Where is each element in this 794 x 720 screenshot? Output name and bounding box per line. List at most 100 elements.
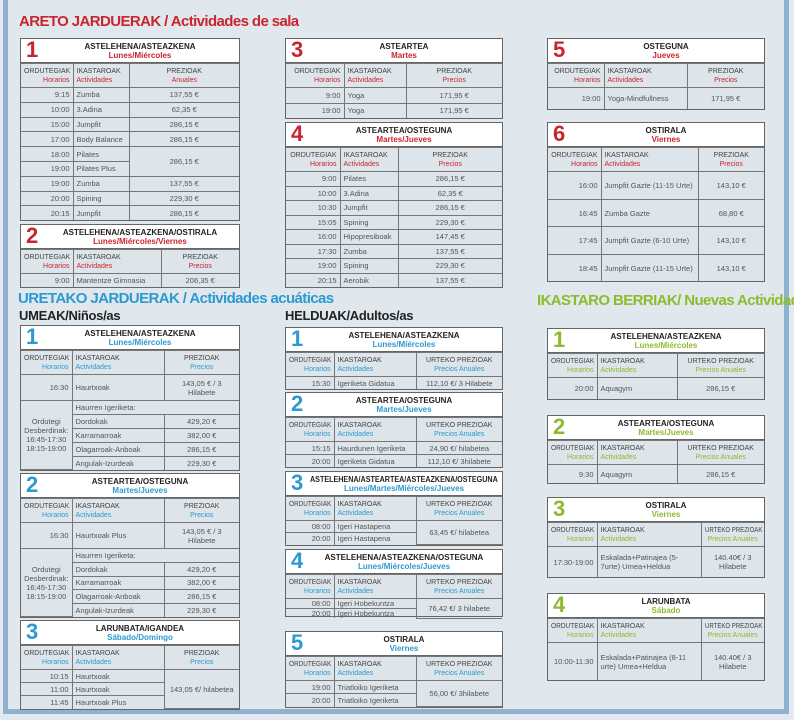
column-header: URTEKO PREZIOAK Precios Anuales xyxy=(676,440,764,465)
table-row: 20:00 Igeri Hastapena xyxy=(286,532,502,545)
column-header-es: Horarios xyxy=(567,536,594,543)
schedule-card-n4: 4 LARUNBATA Sábado ORDUTEGIAK Horarios IKAS… xyxy=(547,593,765,681)
header-row: ORDUTEGIAK Horarios IKASTAROAK Actividades U… xyxy=(286,574,502,599)
activity-cell: Hipopresiboak xyxy=(339,229,399,245)
column-header: ORDUTEGIAK Horarios xyxy=(286,574,335,599)
column-header-eu: PREZIOAK xyxy=(713,152,749,159)
activity-cell: Zumba xyxy=(339,243,399,260)
time-cell: 17:45 xyxy=(548,226,602,256)
activity-cell: Zumba xyxy=(72,175,130,192)
schedule-card-h4: 4 ASTELEHENA/ASTEAZKENA/OSTEGUNA Lunes/M… xyxy=(285,549,503,619)
table-row: 17:30-19:00 Eskalada+Patinajea (5-7urte) … xyxy=(548,546,764,577)
column-header-es: Actividades xyxy=(337,510,374,517)
header-row: ORDUTEGIAK Horarios IKASTAROAK Actividades U… xyxy=(548,618,764,643)
activity-cell: Yoga-Mindfullness xyxy=(603,87,688,109)
time-cell: 16:00 xyxy=(286,229,341,245)
column-header-es: Actividades xyxy=(337,366,374,373)
column-header-eu: URTEKO PREZIOAK xyxy=(687,358,754,365)
table-row: 20:00 Triatloiko Igeriketa xyxy=(286,693,502,707)
time-cell: 10:30 xyxy=(286,200,341,216)
column-header: PREZIOAK Anuales xyxy=(128,63,239,88)
column-header-eu: URTEKO PREZIOAK xyxy=(426,579,493,586)
card-header: 4 ASTELEHENA/ASTEAZKENA/OSTEGUNA Lunes/M… xyxy=(286,549,502,574)
activity-cell: Triatloiko Igeriketa xyxy=(333,693,416,707)
column-header: URTEKO PREZIOAK Precios Anuales xyxy=(415,496,502,521)
column-header-eu: IKASTAROAK xyxy=(337,661,382,668)
price-cell: 382,00 € xyxy=(163,575,239,591)
activity-cell: 3.Adina xyxy=(72,101,130,118)
day-basque: OSTIRALA xyxy=(645,501,687,510)
day-basque: ASTELEHENA/ASTEAZKENA xyxy=(84,42,196,51)
column-header: PREZIOAK Precios xyxy=(686,63,764,88)
table-row: 20:00 Aquagym 286,15 € xyxy=(548,377,764,399)
card-header: 2 ASTEARTEA/OSTEGUNA Martes/Jueves xyxy=(286,392,502,417)
day-spanish: Lunes/Miércoles xyxy=(634,341,698,350)
column-header-es: Horarios xyxy=(310,161,337,168)
activity-cell: Angulak-Izurdeak xyxy=(72,455,165,470)
column-header: ORDUTEGIAK Horarios xyxy=(548,440,598,465)
schedule-card-n3: 3 OSTIRALA Viernes ORDUTEGIAK Horarios IKAS… xyxy=(547,497,765,578)
price-cell: 56,00 €/ 3hilabete xyxy=(415,680,502,707)
column-header-es: Precios Anuales xyxy=(707,632,758,639)
schedule-table: ORDUTEGIAK Horarios IKASTAROAK Actividades P… xyxy=(21,350,239,470)
schedule-table: ORDUTEGIAK Horarios IKASTAROAK Actividades U… xyxy=(286,417,502,467)
card-number: 3 xyxy=(291,470,304,495)
column-header-es: Actividades xyxy=(600,536,637,543)
schedule-table: ORDUTEGIAK Horarios IKASTAROAK Actividades P… xyxy=(21,645,239,709)
activity-cell: Zumba Gazte xyxy=(600,198,699,228)
time-cell: 9:15 xyxy=(21,87,74,103)
column-header: PREZIOAK Precios xyxy=(163,350,239,375)
time-cell: 15:30 xyxy=(286,376,335,389)
header-row: ORDUTEGIAK Horarios IKASTAROAK Actividades P… xyxy=(286,147,502,172)
activity-cell: Yoga xyxy=(343,102,407,118)
column-header-eu: ORDUTEGIAK xyxy=(289,661,332,668)
activity-cell: Pilates Plus xyxy=(72,160,129,177)
schedule-table: ORDUTEGIAK Horarios IKASTAROAK Actividades U… xyxy=(548,440,764,483)
column-header-eu: IKASTAROAK xyxy=(337,357,382,364)
time-cell: 20:00 xyxy=(286,454,335,467)
card-header: 2 ASTELEHENA/ASTEAZKENA/OSTIRALA Lunes/M… xyxy=(21,223,239,249)
time-cell: Ordutegi Desberdinak: 16:45-17:30 18:15-… xyxy=(21,548,73,617)
time-cell: 16:00 xyxy=(548,171,602,200)
column-header: IKASTAROAK Actividades xyxy=(596,618,702,643)
day-basque: ASTEARTEA/OSTEGUNA xyxy=(355,126,453,135)
activity-cell: Angulak-Izurdeak xyxy=(72,602,165,617)
table-row: 15:00 Jumpfit 286,15 € xyxy=(21,116,239,133)
price-cell: 286,15 € xyxy=(128,146,239,177)
header-row: ORDUTEGIAK Horarios IKASTAROAK Actividades U… xyxy=(286,656,502,681)
column-header-es: Actividades xyxy=(337,670,374,677)
time-cell: 15:15 xyxy=(286,440,335,456)
activity-cell: Aquagym xyxy=(596,464,678,483)
column-header-eu: IKASTAROAK xyxy=(75,355,120,362)
day-basque: OSTEGUNA xyxy=(643,42,689,51)
price-cell: 137,55 € xyxy=(397,243,502,260)
column-header: IKASTAROAK Actividades xyxy=(71,350,165,375)
schedule-table: ORDUTEGIAK Horarios IKASTAROAK Actividades U… xyxy=(286,574,502,619)
day-spanish: Martes/Jueves xyxy=(376,135,432,144)
column-header-eu: ORDUTEGIAK xyxy=(290,152,337,159)
column-header-es: Actividades xyxy=(600,632,637,639)
schedule-table: ORDUTEGIAK Horarios IKASTAROAK Actividades U… xyxy=(286,496,502,545)
column-header-eu: IKASTAROAK xyxy=(600,527,645,534)
time-cell: 19:00 xyxy=(548,87,605,109)
activity-cell: Haurtxoak xyxy=(71,668,165,684)
price-cell: 24,90 €/ hilabetea xyxy=(415,440,502,456)
table-row: Ordutegi Desberdinak: 16:45-17:30 18:15-… xyxy=(21,400,239,470)
schedule-card-h5: 5 OSTIRALA Viernes ORDUTEGIAK Horarios IKAS… xyxy=(285,631,503,708)
column-header: IKASTAROAK Actividades xyxy=(600,147,699,172)
uretako-title: URETAKO JARDUERAK / Actividades acuática… xyxy=(18,290,334,307)
column-header: ORDUTEGIAK Horarios xyxy=(21,645,73,670)
time-cell: 15:05 xyxy=(286,214,341,231)
card-header: 1 ASTELEHENA/ASTEAZKENA Lunes/Miércoles xyxy=(286,327,502,352)
time-cell: 18:00 xyxy=(21,146,74,162)
card-number: 2 xyxy=(26,223,39,248)
column-header-es: Actividades xyxy=(75,659,112,666)
header-row: ORDUTEGIAK Horarios IKASTAROAK Actividades U… xyxy=(286,352,502,377)
schedule-card-u1: 1 ASTELEHENA/ASTEAZKENA Lunes/Miércoles O… xyxy=(20,325,240,471)
schedule-card-n1: 1 ASTELEHENA/ASTEAZKENA Lunes/Miércoles O… xyxy=(547,328,765,400)
column-header-es: Precios Anuales xyxy=(434,366,485,373)
column-header: ORDUTEGIAK Horarios xyxy=(548,618,598,643)
price-cell: 286,15 € xyxy=(128,205,239,220)
column-header-eu: ORDUTEGIAK xyxy=(289,501,332,508)
activity-cell: Haurren Igeriketa: xyxy=(71,400,239,416)
